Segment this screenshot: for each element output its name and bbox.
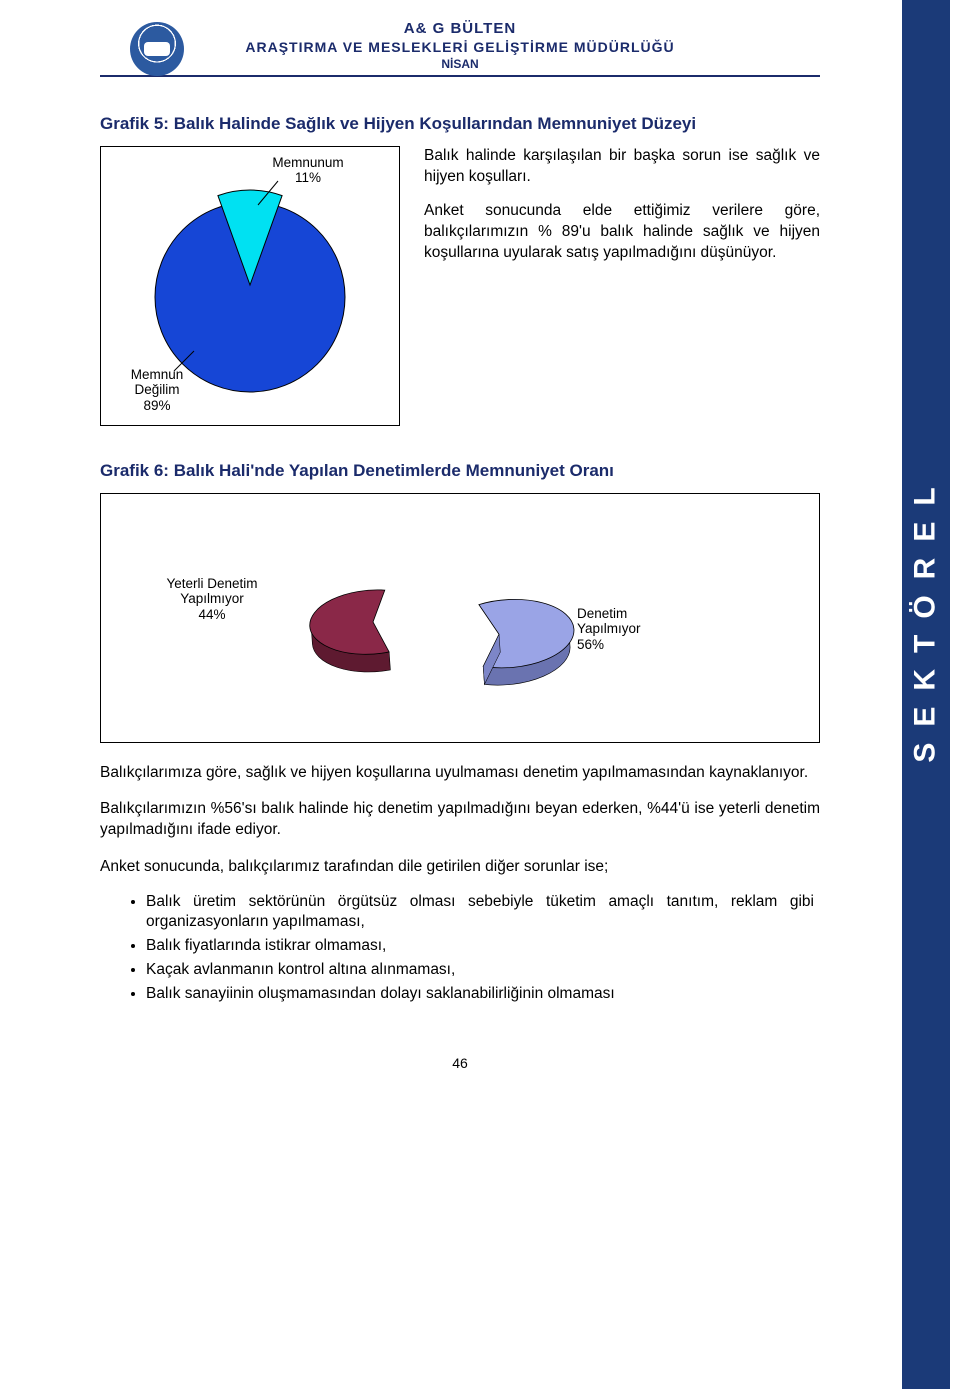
logo-icon [130, 22, 184, 76]
grafik5-text: Balık halinde karşılaşılan bir başka sor… [424, 146, 820, 278]
bullet-item: Balık sanayiinin oluşmamasından dolayı s… [146, 984, 820, 1005]
grafik5-para2: Anket sonucunda elde ettiğimiz verilere … [424, 201, 820, 263]
header-rule [100, 75, 820, 77]
body-bullets: Balık üretim sektörünün örgütsüz olması … [146, 892, 820, 1005]
pie6-left-group [308, 589, 391, 676]
pie6-right-group [479, 595, 578, 686]
body-p2: Balıkçılarımızın %56'sı balık halinde hi… [100, 799, 820, 841]
pie5-label-big: Memnun Değilim 89% [117, 367, 197, 414]
pie5-label-small: Memnunum 11% [263, 155, 353, 186]
content-area: Grafik 5: Balık Halinde Sağlık ve Hijyen… [20, 89, 900, 1073]
page-number: 46 [100, 1054, 820, 1073]
pie6-label-left-l1: Yeterli Denetim [166, 576, 257, 591]
grafik6-title: Grafik 6: Balık Hali'nde Yapılan Denetim… [100, 460, 820, 483]
sidebar-stripe: SEKTÖREL [902, 0, 950, 1389]
grafik6-chart: Yeterli Denetim Yapılmıyor 44% Denetim Y… [100, 493, 820, 743]
grafik5-row: Memnunum 11% Memnun Değilim 89% Balık ha… [100, 146, 820, 426]
bullet-item: Balık üretim sektörünün örgütsüz olması … [146, 892, 820, 934]
pie6-label-left: Yeterli Denetim Yapılmıyor 44% [147, 576, 277, 623]
grafik5-title: Grafik 5: Balık Halinde Sağlık ve Hijyen… [100, 113, 820, 136]
grafik5-para1: Balık halinde karşılaşılan bir başka sor… [424, 146, 820, 188]
grafik5-chart: Memnunum 11% Memnun Değilim 89% [100, 146, 400, 426]
pie5-label-big-text1: Memnun [131, 367, 184, 382]
document-header: A& G BÜLTEN ARAŞTIRMA VE MESLEKLERİ GELİ… [20, 0, 900, 77]
body-list-intro: Anket sonucunda, balıkçılarımız tarafınd… [100, 857, 820, 878]
bullet-item: Kaçak avlanmanın kontrol altına alınmama… [146, 960, 820, 981]
sidebar-text: SEKTÖREL [909, 471, 943, 762]
page: A& G BÜLTEN ARAŞTIRMA VE MESLEKLERİ GELİ… [20, 0, 900, 1073]
body-p1: Balıkçılarımıza göre, sağlık ve hijyen k… [100, 763, 820, 784]
pie5-label-small-pct: 11% [295, 170, 321, 185]
grafik6-pie [287, 542, 607, 722]
pie5-label-big-pct: 89% [143, 398, 170, 413]
pie5-label-big-text2: Değilim [134, 382, 179, 397]
pie6-label-left-l2: Yapılmıyor [180, 591, 244, 606]
pie5-label-small-text: Memnunum [272, 155, 343, 170]
bullet-item: Balık fiyatlarında istikrar olmaması, [146, 936, 820, 957]
pie6-label-left-pct: 44% [198, 607, 225, 622]
